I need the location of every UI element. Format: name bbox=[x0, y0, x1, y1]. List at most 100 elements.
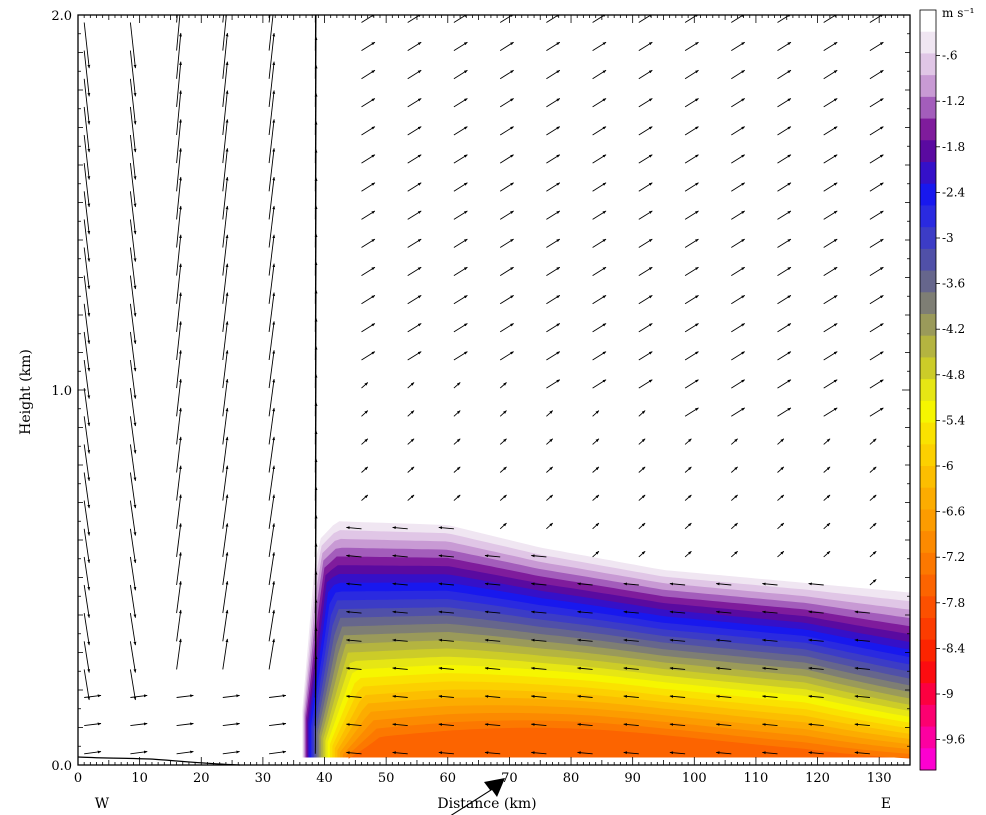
wind-vector bbox=[222, 234, 229, 276]
wind-vector bbox=[530, 638, 547, 642]
wind-vector bbox=[546, 154, 561, 164]
colorbar-swatch bbox=[920, 53, 936, 76]
wind-vector bbox=[438, 638, 454, 642]
wind-vector bbox=[268, 638, 275, 670]
wind-vector bbox=[777, 41, 792, 51]
wind-vector bbox=[346, 554, 362, 558]
wind-vector bbox=[129, 584, 137, 619]
wind-vector bbox=[684, 550, 692, 558]
wind-vector bbox=[684, 407, 699, 417]
wind-vector bbox=[129, 500, 137, 536]
wind-vector bbox=[407, 69, 422, 80]
wind-vector bbox=[684, 210, 699, 220]
wind-vector bbox=[638, 238, 653, 248]
colorbar-swatch bbox=[920, 248, 936, 272]
wind-vector bbox=[684, 238, 699, 248]
wind-vector bbox=[577, 751, 593, 755]
wind-vector bbox=[684, 126, 699, 136]
wind-vector bbox=[592, 182, 607, 192]
wind-vector bbox=[176, 523, 182, 557]
wind-vector bbox=[361, 494, 369, 501]
colorbar-swatch bbox=[920, 400, 936, 424]
wind-vector bbox=[684, 69, 699, 80]
wind-vector bbox=[777, 154, 792, 164]
colorbar-swatch bbox=[920, 96, 936, 120]
wind-vector bbox=[83, 106, 91, 153]
wind-vector bbox=[546, 41, 561, 51]
wind-vector bbox=[176, 234, 182, 276]
wind-vector bbox=[777, 466, 785, 473]
wind-vector bbox=[129, 416, 137, 454]
wind-vector bbox=[453, 466, 461, 473]
wind-vector bbox=[346, 694, 362, 698]
wind-vector bbox=[407, 41, 422, 51]
wind-vector bbox=[592, 154, 607, 164]
wind-vector bbox=[592, 351, 607, 361]
wind-vector bbox=[129, 191, 137, 235]
colorbar-swatch bbox=[920, 140, 936, 163]
wind-vector bbox=[83, 191, 91, 235]
wind-vector bbox=[577, 638, 593, 642]
wind-vector bbox=[530, 751, 547, 755]
wind-vector bbox=[314, 15, 317, 51]
wind-vector bbox=[176, 292, 182, 332]
wind-vector bbox=[869, 98, 884, 108]
wind-vector bbox=[546, 410, 554, 417]
wind-vector bbox=[176, 638, 182, 670]
colorbar-swatch bbox=[920, 270, 936, 293]
x-tick-label: 50 bbox=[378, 771, 395, 786]
wind-vector bbox=[407, 98, 422, 108]
wind-vector bbox=[176, 147, 182, 192]
wind-vector bbox=[669, 610, 686, 614]
wind-vector bbox=[453, 266, 468, 276]
wind-vector bbox=[577, 666, 593, 670]
colorbar-label: -.6 bbox=[942, 49, 958, 63]
wind-vector bbox=[361, 126, 376, 136]
wind-vector bbox=[361, 69, 376, 80]
wind-vector bbox=[638, 351, 653, 361]
wind-vector bbox=[84, 750, 102, 755]
wind-vector bbox=[592, 98, 607, 108]
wind-vector bbox=[129, 641, 137, 673]
wind-vector bbox=[407, 126, 422, 136]
wind-vector bbox=[222, 90, 229, 136]
wind-vector bbox=[869, 522, 877, 530]
wind-vector bbox=[731, 323, 746, 333]
wind-vector bbox=[731, 379, 746, 389]
wind-vector bbox=[392, 666, 408, 670]
wind-vector bbox=[499, 238, 514, 248]
wind-vector bbox=[268, 176, 276, 220]
wind-vector bbox=[453, 351, 468, 361]
wind-vector bbox=[83, 303, 91, 345]
wind-vector bbox=[222, 378, 229, 417]
wind-vector bbox=[499, 438, 507, 445]
wind-vector bbox=[484, 554, 501, 558]
wind-vector bbox=[499, 210, 514, 220]
wind-vector bbox=[222, 176, 229, 220]
colorbar-label: -1.2 bbox=[942, 94, 965, 108]
wind-vector bbox=[730, 522, 738, 530]
wind-vector bbox=[823, 41, 838, 51]
x-tick-label: 0 bbox=[74, 771, 82, 786]
wind-vector bbox=[176, 90, 182, 136]
wind-vector bbox=[869, 126, 884, 136]
wind-vector bbox=[129, 444, 137, 482]
wind-vector bbox=[268, 292, 276, 332]
wind-vector bbox=[546, 98, 561, 108]
wind-vector bbox=[222, 349, 229, 389]
wind-vector bbox=[453, 182, 468, 192]
wind-vector bbox=[499, 323, 514, 333]
wind-vector bbox=[346, 610, 362, 614]
wind-vector bbox=[222, 147, 229, 192]
wind-vector bbox=[176, 494, 182, 529]
wind-vector bbox=[592, 410, 600, 417]
wind-vector bbox=[577, 610, 593, 614]
colorbar-label: -1.8 bbox=[942, 140, 965, 154]
wind-vector bbox=[83, 669, 91, 701]
y-axis-title: Height (km) bbox=[18, 349, 34, 435]
colorbar-swatch bbox=[920, 357, 936, 380]
wind-vector bbox=[854, 610, 870, 614]
wind-vector bbox=[592, 238, 607, 248]
wind-vector bbox=[684, 466, 692, 473]
wind-vector bbox=[499, 69, 514, 80]
